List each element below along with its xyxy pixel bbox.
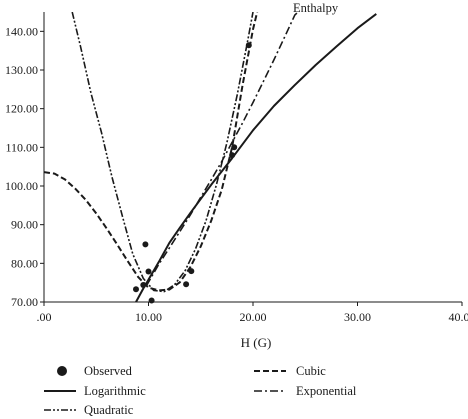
- legend-observed-marker: [57, 366, 67, 376]
- y-tick-label: 100.00: [5, 179, 38, 193]
- legend-item-logarithmic: Logarithmic: [44, 384, 146, 398]
- x-axis: .00 10.00 20.00 30.00 40.00: [37, 301, 468, 324]
- observed-point: [231, 144, 238, 151]
- enthalpy-annotation: Enthalpy: [293, 1, 339, 15]
- x-tick-label: 30.00: [344, 310, 371, 324]
- legend-item-cubic: Cubic: [254, 364, 326, 378]
- y-tick-label: 80.00: [11, 256, 38, 270]
- legend-exponential-label: Exponential: [296, 384, 357, 398]
- observed-point: [133, 286, 139, 293]
- series-line-cubic: [44, 12, 259, 292]
- observed-point: [142, 241, 149, 248]
- series-line-quadratic: [71, 12, 254, 293]
- observed-point: [145, 268, 152, 275]
- observed-point: [183, 281, 190, 288]
- y-tick-label: 110.00: [5, 140, 38, 154]
- x-tick-label: 40.00: [449, 310, 468, 324]
- observed-point: [245, 42, 252, 49]
- legend-item-observed: Observed: [57, 364, 133, 378]
- series-line-logarithmic: [135, 13, 377, 302]
- y-tick-label: 140.00: [5, 24, 38, 38]
- x-tick-label: .00: [37, 310, 52, 324]
- x-tick-label: 10.00: [135, 310, 162, 324]
- legend-quadratic-label: Quadratic: [84, 403, 134, 417]
- y-tick-label: 130.00: [5, 63, 38, 77]
- observed-points: [133, 42, 252, 304]
- x-axis-title: H (G): [241, 335, 272, 350]
- legend-observed-label: Observed: [84, 364, 133, 378]
- legend: Observed Cubic Logarithmic Exponential Q…: [44, 364, 357, 417]
- observed-point: [188, 268, 195, 275]
- legend-item-exponential: Exponential: [254, 384, 357, 398]
- observed-point: [140, 282, 147, 288]
- y-axis: 70.00 80.00 90.00 100.00 110.00 120.00 130.00 1…: [5, 12, 45, 309]
- y-tick-label: 70.00: [11, 295, 38, 309]
- observed-point: [148, 297, 155, 304]
- legend-item-quadratic: Quadratic: [44, 403, 134, 417]
- series-line-exponential: [145, 12, 299, 287]
- x-tick-label: 20.00: [240, 310, 267, 324]
- legend-cubic-label: Cubic: [296, 364, 326, 378]
- y-tick-label: 120.00: [5, 102, 38, 116]
- legend-logarithmic-label: Logarithmic: [84, 384, 146, 398]
- series-layer: [44, 12, 377, 302]
- y-tick-label: 90.00: [11, 218, 38, 232]
- observed-point: [229, 152, 236, 159]
